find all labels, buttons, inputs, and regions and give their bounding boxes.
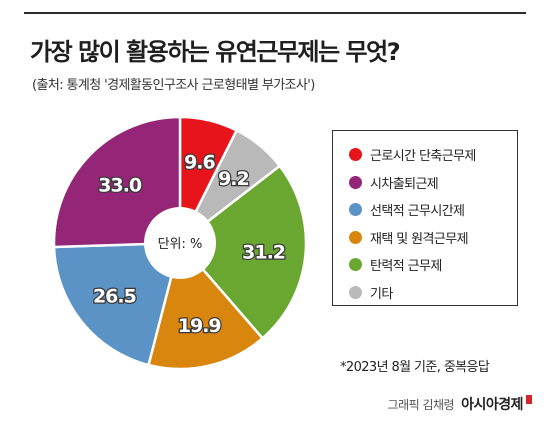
pie-slices bbox=[52, 115, 308, 371]
top-rule bbox=[24, 12, 526, 14]
footnote: *2023년 8월 기준, 중복응답 bbox=[340, 360, 490, 375]
pie-slice-2 bbox=[52, 115, 182, 249]
value-labels: 9.69.2 31.2 19.9 26.5 33.0 bbox=[92, 150, 288, 338]
value-label-6: 9.2 bbox=[218, 168, 249, 190]
chart-title: 가장 많이 활용하는 유연근무제는 무엇? bbox=[30, 38, 401, 66]
legend-label: 시차출퇴근제 bbox=[370, 176, 439, 192]
legend-swatch-icon bbox=[349, 285, 362, 299]
brand-mark-icon bbox=[526, 395, 532, 404]
legend-item-3: 선택적 근무시간제 bbox=[349, 196, 517, 224]
chart-source: (출처: 통계청 '경제활동인구조사 근로형태별 부가조사') bbox=[32, 78, 315, 93]
legend-swatch-icon bbox=[349, 258, 362, 272]
legend-swatch-icon bbox=[349, 203, 362, 217]
legend-label: 선택적 근무시간제 bbox=[370, 204, 465, 220]
legend-label: 기타 bbox=[370, 286, 393, 302]
legend-label: 근로시간 단축근무제 bbox=[370, 149, 476, 165]
legend-item-4: 재택 및 원격근무제 bbox=[349, 224, 517, 252]
graphic-credit: 그래픽 김채령 bbox=[387, 398, 455, 412]
brand-logo: 아시아경제 bbox=[461, 397, 523, 413]
center-hole bbox=[144, 207, 216, 279]
pie-slice-5 bbox=[178, 164, 308, 341]
legend-swatch-icon bbox=[349, 175, 362, 189]
value-label-4: 19.9 bbox=[178, 315, 221, 337]
value-label-5: 31.2 bbox=[242, 241, 285, 263]
legend-item-1: 근로시간 단축근무제 bbox=[349, 141, 517, 169]
legend-label: 탄력적 근무제 bbox=[370, 259, 442, 275]
center-label: 단위: % bbox=[158, 237, 203, 252]
legend-item-5: 탄력적 근무제 bbox=[349, 251, 517, 279]
value-label-2: 33.0 bbox=[98, 175, 142, 197]
legend-swatch-icon bbox=[349, 148, 362, 162]
legend-label: 재택 및 원격근무제 bbox=[370, 231, 469, 247]
pie-slice-3 bbox=[52, 241, 182, 367]
credit: 그래픽 김채령 아시아경제 bbox=[388, 394, 532, 414]
legend-swatch-icon bbox=[349, 230, 362, 244]
legend-item-6: 기타 bbox=[349, 279, 517, 307]
value-label-3: 26.5 bbox=[93, 286, 136, 308]
legend-item-2: 시차출퇴근제 bbox=[349, 169, 517, 197]
value-label-1: 9.6 bbox=[184, 151, 215, 173]
